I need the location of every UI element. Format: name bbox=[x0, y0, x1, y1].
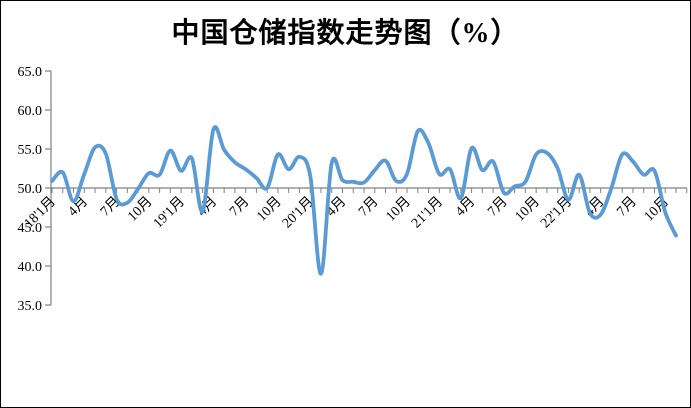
x-tick-label: 7月 bbox=[614, 194, 640, 220]
y-tick-label: 55.0 bbox=[18, 143, 43, 158]
x-tick-label: 7月 bbox=[226, 194, 252, 220]
x-tick-label: 7月 bbox=[485, 194, 511, 220]
x-tick-label: 19'1月 bbox=[150, 194, 188, 232]
x-tick-label: 7月 bbox=[97, 194, 123, 220]
y-tick-label: 60.0 bbox=[18, 104, 43, 119]
y-tick-label: 65.0 bbox=[18, 65, 43, 80]
y-tick-label: 50.0 bbox=[18, 182, 43, 197]
x-tick-label: 21'1月 bbox=[408, 194, 446, 232]
chart-title: 中国仓储指数走势图（%） bbox=[171, 18, 520, 49]
y-tick-label: 40.0 bbox=[18, 260, 43, 275]
x-tick-label: 7月 bbox=[355, 194, 381, 220]
y-tick-label: 35.0 bbox=[18, 299, 43, 314]
index-series-line bbox=[50, 125, 678, 276]
y-tick-label: 45.0 bbox=[18, 221, 43, 236]
x-tick-label: 4月 bbox=[452, 194, 478, 220]
